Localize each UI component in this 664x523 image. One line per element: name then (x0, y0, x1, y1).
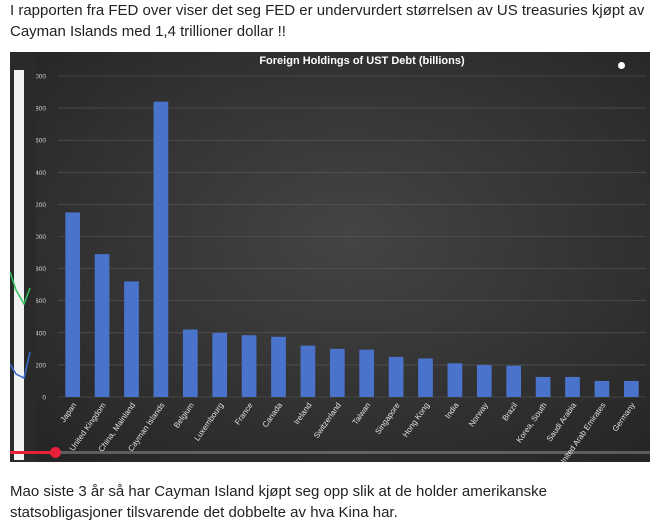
y-tick-label: 800 (36, 266, 46, 273)
y-tick-label: 400 (36, 330, 46, 337)
y-tick-label: 2000 (36, 74, 46, 81)
video-frame: Foreign Holdings of UST Debt (billions) … (32, 52, 650, 462)
progress-track[interactable] (10, 451, 650, 454)
y-tick-label: 1600 (36, 138, 46, 145)
y-tick-label: 1400 (36, 170, 46, 177)
bar-switzerland (329, 348, 345, 397)
blue-line-fragment (10, 351, 31, 380)
bar-germany (623, 380, 639, 397)
bar-luxembourg (212, 332, 228, 397)
bar-korea-south (535, 376, 551, 397)
y-tick-label: 600 (36, 298, 46, 305)
bar-norway (476, 364, 492, 397)
bar-united-kingdom (94, 254, 110, 397)
bar-brazil (506, 365, 522, 397)
bar-hong-kong (418, 358, 433, 397)
bar-taiwan (359, 349, 375, 397)
bar-china-mainland (124, 281, 139, 397)
bar-ireland (300, 345, 316, 397)
bar-saudi-arabia (565, 376, 580, 397)
article-paragraph-outro: Mao siste 3 år så har Cayman Island kjøp… (10, 483, 547, 521)
y-tick-label: 1800 (36, 106, 46, 113)
y-tick-label: 0 (42, 395, 46, 402)
chart-title: Foreign Holdings of UST Debt (billions) (259, 55, 465, 67)
embedded-video-player[interactable]: Foreign Holdings of UST Debt (billions) … (10, 52, 650, 462)
bar-chart: Foreign Holdings of UST Debt (billions) … (32, 52, 650, 462)
bar-singapore (388, 356, 404, 397)
video-progress-bar[interactable] (10, 447, 650, 458)
bar-united-arab-emirates (594, 380, 610, 397)
bar-france (241, 335, 257, 397)
bar-belgium (182, 329, 198, 397)
video-side-overlay (10, 52, 36, 462)
chart-background (36, 52, 650, 462)
overlay-white-bar (14, 70, 24, 460)
green-line-fragment (10, 271, 31, 306)
progress-fill (10, 451, 55, 454)
overlay-fragment-lines (10, 271, 31, 380)
bar-india (447, 363, 463, 397)
y-tick-label: 200 (36, 362, 46, 369)
article-paragraph-intro: I rapporten fra FED over viser det seg F… (10, 2, 645, 40)
bar-japan (65, 212, 81, 397)
video-indicator-dot (618, 62, 625, 69)
bar-canada (271, 336, 286, 397)
y-tick-label: 1200 (36, 202, 46, 209)
progress-scrubber-handle[interactable] (49, 447, 61, 458)
bar-cayman-islands (153, 101, 169, 398)
y-tick-label: 1000 (36, 234, 46, 241)
